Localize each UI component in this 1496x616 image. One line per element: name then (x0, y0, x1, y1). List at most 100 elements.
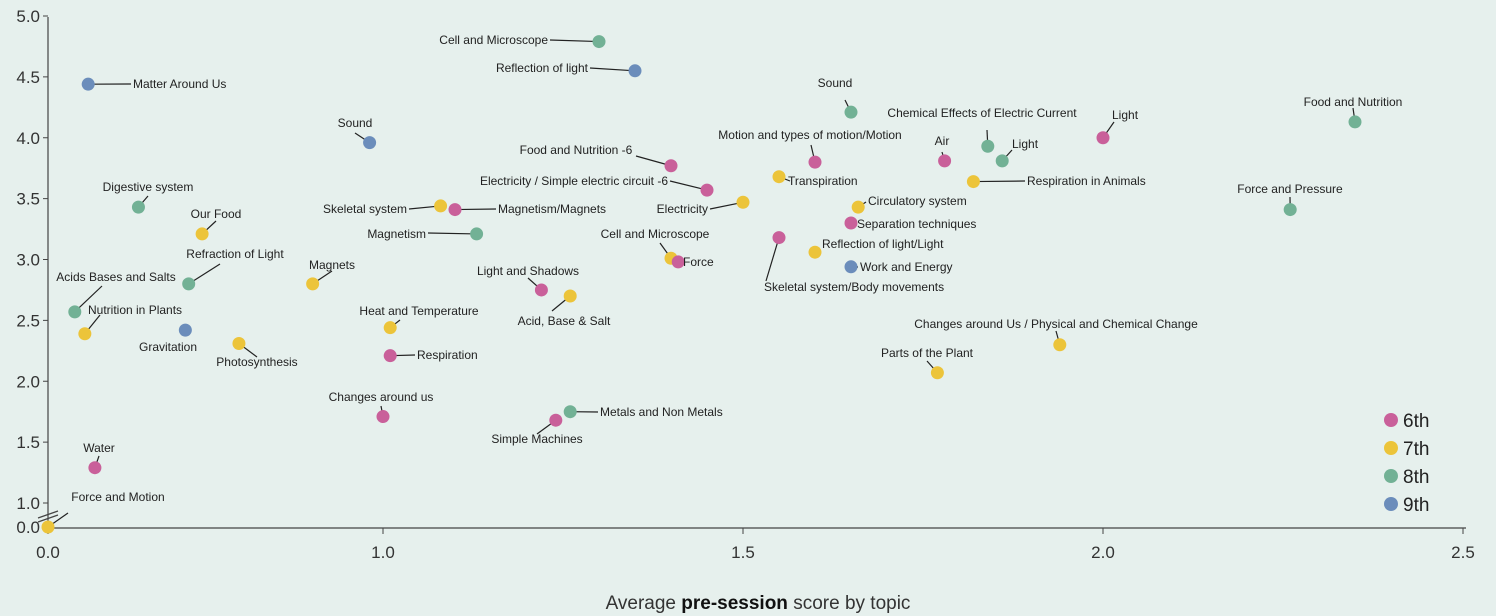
data-point (78, 327, 92, 341)
legend-marker (1384, 441, 1398, 455)
data-point (232, 337, 246, 351)
point-label: Nutrition in Plants (88, 303, 182, 317)
data-point (448, 203, 462, 217)
data-point (981, 139, 995, 153)
point-label: Cell and Microscope (439, 33, 548, 47)
data-point (376, 410, 390, 424)
data-point (563, 289, 577, 303)
point-label: Magnetism (367, 227, 426, 241)
point-label: Metals and Non Metals (600, 405, 723, 419)
point-label: Matter Around Us (133, 77, 226, 91)
legend-label: 6th (1403, 411, 1429, 432)
data-point (772, 170, 786, 184)
data-point (664, 159, 678, 173)
point-label: Force and Pressure (1237, 182, 1343, 196)
data-point (383, 321, 397, 335)
data-point (700, 183, 714, 197)
leader-line (454, 208, 497, 211)
data-point (966, 175, 980, 189)
point-label: Air (935, 134, 950, 148)
point-label: Sound (338, 116, 373, 130)
point-label: Photosynthesis (216, 355, 297, 369)
data-point (434, 199, 448, 213)
data-point (808, 245, 822, 259)
data-point (306, 277, 320, 291)
y-tick-label: 2.0 (16, 372, 40, 391)
data-point (81, 77, 95, 91)
data-point (68, 305, 82, 319)
data-point (844, 105, 858, 119)
data-points (41, 35, 1362, 534)
y-tick-label: 5.0 (16, 7, 40, 26)
data-point (808, 155, 822, 169)
data-point (844, 216, 858, 230)
legend-marker (1384, 469, 1398, 483)
y-tick-label: 3.0 (16, 251, 40, 270)
data-point (1096, 131, 1110, 145)
point-label: Refraction of Light (186, 247, 284, 261)
data-point (549, 413, 563, 427)
point-label: Magnets (309, 258, 355, 272)
point-label: Respiration (417, 348, 478, 362)
y-tick-label: 3.5 (16, 190, 40, 209)
point-label: Our Food (191, 207, 242, 221)
x-tick-label: 2.0 (1091, 543, 1115, 562)
point-label: Transpiration (788, 174, 858, 188)
legend-label: 7th (1403, 439, 1429, 460)
data-point (563, 405, 577, 419)
y-tick-label: 2.5 (16, 311, 40, 330)
point-label: Force (683, 255, 714, 269)
point-label: Motion and types of motion/Motion (718, 128, 901, 142)
point-label: Work and Energy (860, 260, 953, 274)
x-axis-label: Average pre-session score by topic (606, 593, 911, 614)
point-label: Gravitation (139, 340, 197, 354)
point-label: Force and Motion (71, 490, 164, 504)
data-point (383, 349, 397, 363)
data-point (772, 231, 786, 245)
point-label: Reflection of light/Light (822, 237, 944, 251)
leader-line (765, 237, 780, 282)
axes: 0.0 1.0 1.5 2.0 2.5 3.0 3.5 4.0 4.5 5.0 0.0 1.0 1.5 2… (16, 7, 1474, 562)
data-point (41, 520, 55, 534)
legend-marker (1384, 413, 1398, 427)
data-point (844, 260, 858, 274)
data-point (470, 227, 484, 241)
point-label: Acids Bases and Salts (56, 270, 175, 284)
leader-line (549, 39, 600, 43)
data-point (671, 255, 685, 269)
legend-marker (1384, 497, 1398, 511)
leader-lines (47, 39, 1356, 528)
data-point (88, 461, 102, 475)
leader-line (973, 180, 1026, 183)
point-labels: Cell and Microscope Reflection of light Ma… (56, 33, 1402, 504)
y-tick-label: 1.5 (16, 433, 40, 452)
point-label: Electricity / Simple electric circuit -6 (480, 174, 668, 188)
data-point (1348, 115, 1362, 129)
legend-label: 8th (1403, 467, 1429, 488)
x-tick-label: 1.0 (371, 543, 395, 562)
data-point (131, 200, 145, 214)
y-tick-label: 4.5 (16, 68, 40, 87)
point-label: Parts of the Plant (881, 346, 974, 360)
y-tick-label: 1.0 (16, 494, 40, 513)
data-point (930, 366, 944, 380)
point-label: Respiration in Animals (1027, 174, 1146, 188)
leader-line (589, 67, 636, 72)
point-label: Light (1012, 137, 1039, 151)
y-tick-label: 4.0 (16, 129, 40, 148)
data-point (592, 35, 606, 49)
data-point (178, 323, 192, 337)
point-label: Reflection of light (496, 61, 589, 75)
point-label: Water (83, 441, 115, 455)
point-label: Skeletal system (323, 202, 407, 216)
point-label: Separation techniques (857, 217, 976, 231)
data-point (628, 64, 642, 78)
data-point (1283, 203, 1297, 217)
point-label: Chemical Effects of Electric Current (887, 106, 1077, 120)
y-tick-label: 0.0 (16, 518, 40, 537)
y-axis-break-mark (37, 514, 59, 523)
point-label: Food and Nutrition -6 (520, 143, 633, 157)
data-point (851, 200, 865, 214)
y-axis-break-mark (37, 510, 59, 519)
